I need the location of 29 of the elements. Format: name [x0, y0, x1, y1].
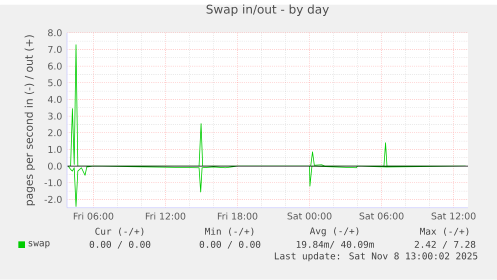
y-tick-label: 7.0	[48, 46, 62, 54]
legend-label: swap	[28, 241, 50, 248]
x-tick-label: Sat 12:00	[432, 212, 476, 220]
y-tick-label: 2.0	[48, 129, 62, 136]
y-tick-label: 0.0	[48, 162, 62, 170]
text: 19.84m/ 40.09m	[296, 240, 374, 249]
chart-title: Swap in/out - by day	[206, 4, 329, 16]
x-tick-label: Fri 12:00	[146, 212, 186, 220]
text: Min (-/+)	[205, 228, 254, 236]
y-tick-label: 5.0	[48, 79, 62, 86]
y-tick-label: 3.0	[48, 112, 62, 120]
x-tick-label: Fri 18:00	[218, 212, 258, 220]
y-tick-label: -1.0	[44, 179, 62, 186]
y-tick-label: 6.0	[48, 62, 62, 70]
text: Avg (-/+)	[310, 227, 358, 236]
y-tick-label: 8.0	[48, 29, 62, 36]
y-tick-label: 1.0	[48, 146, 62, 154]
text: Cur (-/+)	[95, 228, 144, 236]
text: 0.00 / 0.00	[200, 240, 260, 249]
text: Max (-/+)	[420, 228, 468, 236]
y-tick-label: 4.0	[48, 96, 62, 104]
y-tick-label: -2.0	[44, 196, 62, 204]
y-axis-title: pages per second in (-) / out (+)	[24, 35, 35, 206]
x-tick-label: Sat 00:00	[288, 212, 332, 220]
x-tick-label: Sat 06:00	[360, 212, 404, 220]
text: Last update: Sat Nov 8 13:00:02 2025	[274, 252, 478, 262]
text: 0.00 / 0.00	[90, 240, 150, 249]
text: 2.42 / 7.28	[414, 240, 476, 249]
x-tick-label: Fri 06:00	[74, 212, 114, 220]
